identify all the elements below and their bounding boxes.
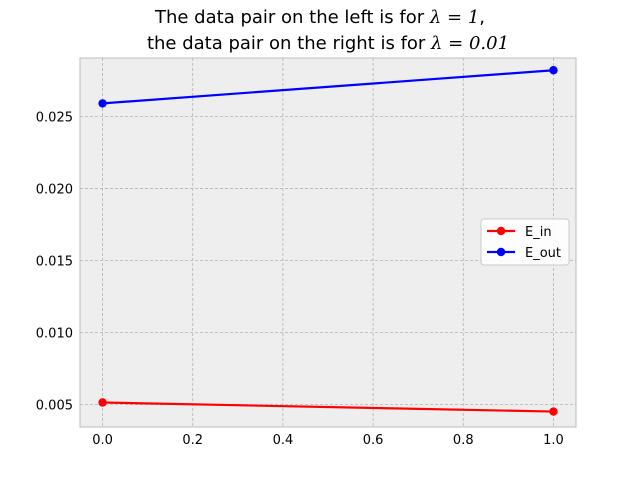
x-tick-label: 0.8 xyxy=(453,433,474,448)
legend: E_in E_out xyxy=(480,218,570,266)
y-axis-ticks: 0.005 0.010 0.015 0.020 0.025 xyxy=(36,110,73,413)
x-tick-label: 0.0 xyxy=(92,433,113,448)
x-tick-label: 0.6 xyxy=(363,433,384,448)
y-tick-label: 0.015 xyxy=(36,255,73,270)
data-point-E_out xyxy=(549,66,558,75)
x-axis-ticks: 0.0 0.2 0.4 0.6 0.8 1.0 xyxy=(92,433,564,448)
legend-marker-E_out xyxy=(496,247,506,257)
series-group xyxy=(98,66,558,416)
y-tick-label: 0.005 xyxy=(36,399,73,414)
chart-title-line-2: the data pair on the right is for λ = 0.… xyxy=(147,33,509,54)
y-tick-label: 0.025 xyxy=(36,110,73,125)
y-tick-label: 0.010 xyxy=(36,327,73,342)
x-tick-label: 0.2 xyxy=(182,433,203,448)
series-line-E_in xyxy=(102,401,554,413)
chart-title-line-1: The data pair on the left is for λ = 1, xyxy=(154,7,485,28)
x-tick-label: 0.4 xyxy=(273,433,294,448)
x-tick-label: 1.0 xyxy=(543,433,564,448)
chart-title: The data pair on the left is for λ = 1, … xyxy=(147,7,509,54)
legend-label-E_in: E_in xyxy=(525,225,552,240)
data-point-E_out xyxy=(98,99,107,108)
series-line-E_out xyxy=(102,69,554,105)
data-point-E_in xyxy=(549,407,558,416)
data-point-E_in xyxy=(98,398,107,407)
legend-label-E_out: E_out xyxy=(525,246,561,261)
legend-marker-E_in xyxy=(496,226,506,236)
y-tick-label: 0.020 xyxy=(36,182,73,197)
